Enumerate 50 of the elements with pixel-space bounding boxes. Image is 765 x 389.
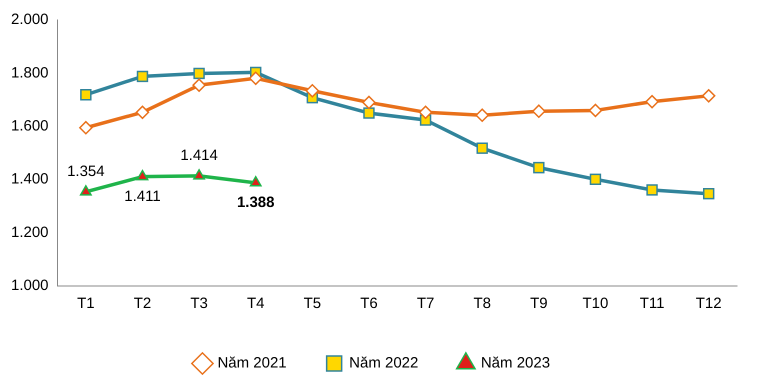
point [306, 84, 320, 98]
data-label: 1.388 [236, 194, 274, 211]
x-tick-label: T5 [304, 295, 322, 312]
point [702, 188, 714, 200]
x-tick-label: T6 [360, 295, 378, 312]
x-tick-label: T11 [640, 295, 664, 312]
point [193, 169, 206, 180]
point [646, 184, 658, 196]
x-tick-label: T9 [530, 295, 548, 312]
y-tick-label: 1.000 [10, 277, 49, 294]
point [136, 170, 148, 180]
y-tick-label: 1.600 [10, 118, 49, 135]
legend-label: Năm 2021 [217, 354, 287, 372]
y-tick-label: 2.000 [10, 11, 49, 28]
x-tick-label: T8 [473, 295, 491, 312]
point [250, 176, 262, 187]
legend-label: Năm 2023 [480, 354, 550, 372]
legend-label: Năm 2022 [349, 354, 418, 372]
point [590, 174, 602, 186]
point [192, 78, 206, 92]
data-label: 1.411 [124, 188, 161, 205]
point [136, 106, 150, 120]
point [475, 108, 489, 122]
point [533, 162, 545, 174]
point [476, 142, 488, 154]
point [362, 96, 376, 110]
y-tick-label: 1.400 [10, 170, 49, 188]
x-tick-label: T12 [696, 295, 722, 312]
point [588, 104, 602, 118]
y-tick-label: 1.800 [10, 64, 49, 82]
point [532, 104, 546, 118]
point [645, 94, 659, 108]
point [418, 106, 432, 120]
x-tick-label: T2 [134, 295, 152, 312]
point [79, 120, 93, 134]
x-tick-label: T1 [77, 295, 95, 312]
point [702, 89, 716, 103]
data-label: 1.414 [180, 147, 218, 164]
y-tick-label: 1.200 [10, 224, 49, 241]
point [193, 68, 205, 80]
x-tick-label: T10 [582, 295, 608, 312]
point [363, 107, 375, 119]
point [80, 185, 92, 196]
point [136, 70, 148, 82]
point [248, 72, 262, 86]
x-tick-label: T4 [246, 295, 264, 312]
x-tick-label: T7 [416, 295, 434, 312]
x-tick-label: T3 [190, 295, 208, 312]
data-label: 1.354 [67, 162, 105, 180]
point [80, 89, 92, 100]
